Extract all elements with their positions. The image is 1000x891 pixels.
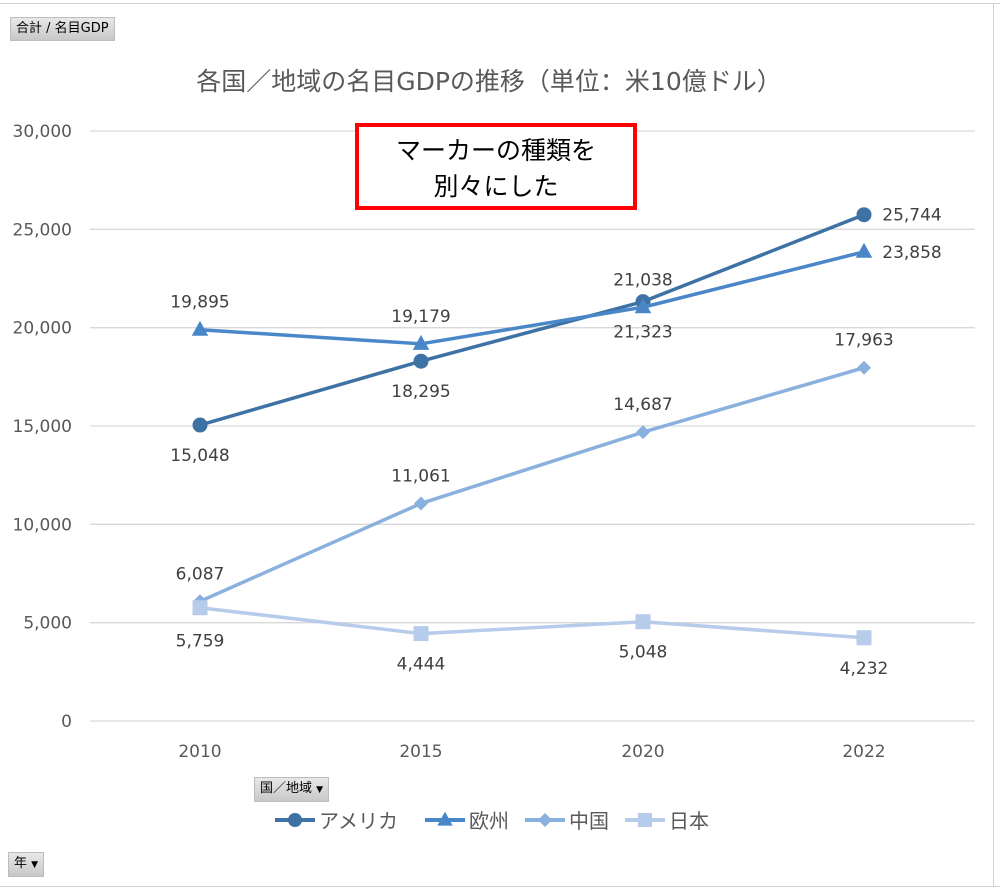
frame-bottom: [0, 886, 1000, 887]
values-field-button[interactable]: 合計 / 名目GDP: [10, 17, 115, 41]
data-point-marker: [192, 600, 208, 616]
y-tick-label: 10,000: [13, 515, 72, 535]
data-point-marker: [414, 496, 428, 511]
dropdown-arrow-icon: ▼: [316, 785, 324, 795]
frame-right: [993, 3, 994, 887]
data-point-marker: [856, 207, 872, 223]
legend-field-label: 国／地域: [260, 781, 313, 796]
x-tick-label: 2015: [399, 742, 442, 762]
legend-label: 欧州: [469, 809, 509, 833]
y-tick-label: 15,000: [13, 417, 72, 437]
data-label: 21,323: [613, 323, 672, 343]
series-line-4: [199, 606, 865, 640]
x-tick-label: 2020: [621, 742, 664, 762]
data-label: 14,687: [613, 395, 672, 415]
legend-label: 中国: [569, 809, 609, 833]
data-label: 4,232: [840, 659, 889, 679]
data-point-marker: [192, 417, 208, 433]
data-label: 19,179: [391, 307, 450, 327]
data-label: 23,858: [882, 243, 941, 263]
data-label: 6,087: [176, 564, 225, 584]
data-label: 17,963: [834, 331, 893, 351]
data-label: 4,444: [397, 655, 446, 675]
series-line-2: [199, 250, 865, 346]
legend-marker-icon: [538, 813, 552, 827]
data-label: 15,048: [170, 446, 229, 466]
series-line-3: [199, 366, 865, 603]
dropdown-arrow-icon: ▼: [31, 860, 39, 870]
data-point-marker: [413, 626, 429, 642]
legend-marker-icon: [437, 811, 453, 826]
y-tick-label: 5,000: [23, 614, 72, 634]
data-label: 19,895: [170, 293, 229, 313]
legend-label: アメリカ: [319, 809, 398, 833]
y-tick-label: 20,000: [13, 319, 72, 339]
data-point-marker: [635, 614, 651, 630]
callout-line-1: マーカーの種類を: [395, 136, 596, 165]
data-label: 5,048: [619, 643, 668, 663]
callout-box: マーカーの種類を 別々にした: [355, 123, 637, 210]
x-tick-label: 2022: [842, 742, 885, 762]
axis-field-button[interactable]: 年 ▼: [8, 852, 45, 877]
y-tick-label: 25,000: [13, 220, 72, 240]
data-point-marker: [856, 630, 872, 646]
data-point-marker: [191, 320, 209, 336]
y-tick-label: 0: [61, 712, 72, 732]
data-point-marker: [855, 242, 873, 258]
data-label: 21,038: [613, 270, 672, 290]
data-point-marker: [857, 360, 871, 375]
chart-title: 各国／地域の名目GDPの推移（単位：米10億ドル）: [196, 67, 782, 96]
legend-label: 日本: [669, 809, 709, 833]
data-label: 25,744: [882, 206, 941, 226]
data-point-marker: [413, 353, 429, 369]
data-label: 5,759: [176, 632, 225, 652]
frame-top: [0, 3, 1000, 4]
legend-marker-icon: [638, 813, 652, 827]
callout-line-2: 別々にした: [433, 172, 559, 201]
legend-field-button[interactable]: 国／地域 ▼: [254, 777, 330, 802]
series-line-1: [199, 213, 865, 427]
data-point-marker: [634, 298, 652, 314]
data-label: 18,295: [391, 382, 450, 402]
y-tick-label: 30,000: [13, 122, 72, 142]
data-label: 11,061: [391, 466, 450, 486]
data-point-marker: [636, 425, 650, 440]
data-point-marker: [412, 334, 430, 350]
x-tick-label: 2010: [178, 742, 221, 762]
legend-marker-icon: [288, 813, 302, 827]
axis-field-label: 年: [14, 856, 28, 871]
